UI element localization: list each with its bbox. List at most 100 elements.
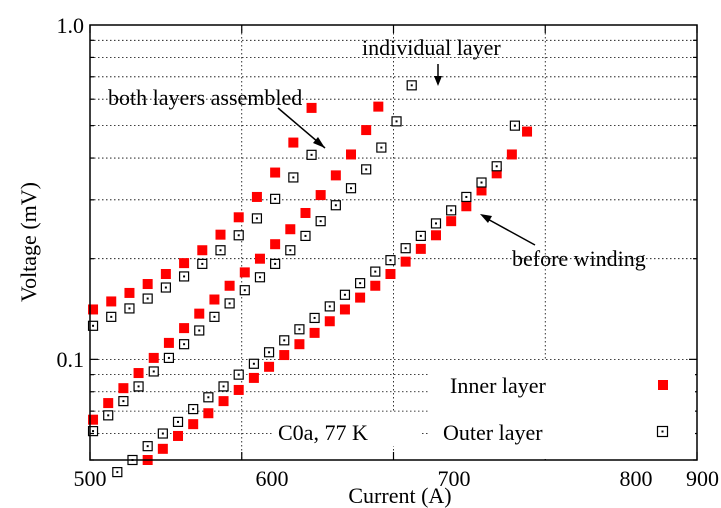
x-axis-title: Current (A) bbox=[348, 483, 451, 508]
data-point-inner bbox=[194, 308, 205, 319]
data-point-outer bbox=[133, 381, 144, 392]
data-point-inner bbox=[233, 212, 244, 223]
data-point-inner bbox=[224, 280, 235, 291]
data-point-outer bbox=[248, 358, 259, 369]
data-point-inner bbox=[124, 287, 135, 298]
data-point-outer bbox=[288, 172, 299, 183]
arrow-head bbox=[313, 137, 325, 148]
annotation-both-layers: both layers assembled bbox=[108, 85, 302, 110]
inset-label: C0a, 77 K bbox=[278, 420, 368, 445]
data-point-outer bbox=[491, 161, 502, 172]
data-point-outer bbox=[194, 325, 205, 336]
data-point-inner bbox=[179, 323, 190, 334]
data-point-outer bbox=[330, 200, 341, 211]
data-point-outer bbox=[239, 285, 250, 296]
data-point-inner bbox=[215, 229, 226, 240]
data-point-inner bbox=[118, 383, 129, 394]
data-point-outer bbox=[87, 320, 99, 331]
data-point-outer bbox=[203, 392, 214, 403]
data-point-outer bbox=[157, 428, 168, 439]
data-point-outer bbox=[270, 193, 281, 204]
inset-label-bg bbox=[272, 412, 422, 446]
x-tick-label: 600 bbox=[256, 466, 289, 491]
data-point-inner bbox=[355, 292, 366, 303]
arrow-head bbox=[480, 214, 492, 223]
data-point-inner bbox=[400, 256, 411, 267]
data-point-outer bbox=[197, 258, 208, 269]
data-point-inner bbox=[506, 149, 517, 160]
data-point-outer bbox=[324, 301, 335, 312]
data-point-outer bbox=[124, 303, 135, 314]
data-point-outer bbox=[309, 312, 320, 324]
data-point-inner bbox=[294, 339, 305, 350]
data-point-inner bbox=[209, 294, 220, 305]
data-point-outer bbox=[270, 258, 281, 269]
data-point-inner bbox=[315, 190, 326, 201]
data-point-inner bbox=[203, 408, 214, 419]
data-point-outer bbox=[188, 403, 199, 415]
data-point-outer bbox=[178, 271, 190, 282]
data-point-inner bbox=[415, 243, 426, 254]
data-point-inner bbox=[491, 168, 502, 179]
data-point-outer bbox=[370, 266, 381, 277]
data-point-outer bbox=[355, 278, 366, 289]
data-point-inner bbox=[254, 253, 265, 264]
data-point-inner bbox=[270, 167, 281, 178]
data-point-inner bbox=[324, 316, 335, 327]
data-point-inner bbox=[188, 419, 199, 430]
y-tick-label: 1.0 bbox=[57, 13, 85, 38]
data-point-outer bbox=[106, 311, 117, 322]
data-point-outer bbox=[385, 255, 396, 266]
data-point-outer bbox=[509, 120, 520, 131]
x-tick-label: 500 bbox=[74, 466, 107, 491]
data-point-outer bbox=[218, 381, 229, 392]
data-point-inner bbox=[173, 430, 184, 441]
data-point-outer bbox=[209, 311, 220, 322]
legend: Inner layer Outer layer bbox=[430, 360, 695, 459]
data-point-outer bbox=[224, 298, 235, 309]
data-point-inner bbox=[330, 170, 341, 181]
y-tick-label: 0.1 bbox=[57, 347, 85, 372]
data-point-outer bbox=[103, 410, 114, 421]
data-point-inner bbox=[251, 191, 262, 202]
data-point-inner bbox=[179, 258, 190, 269]
data-point-outer bbox=[251, 213, 263, 224]
data-point-inner bbox=[446, 216, 457, 227]
data-point-outer bbox=[476, 177, 487, 188]
data-point-inner bbox=[339, 304, 350, 315]
data-point-inner bbox=[218, 396, 229, 407]
legend-marker-inner bbox=[658, 380, 668, 390]
data-point-inner bbox=[163, 337, 174, 348]
data-point-outer bbox=[233, 369, 244, 380]
arrow-head bbox=[434, 76, 442, 86]
data-point-inner bbox=[361, 125, 372, 136]
data-point-outer bbox=[306, 149, 317, 160]
data-point-outer bbox=[142, 441, 153, 452]
data-point-outer bbox=[300, 230, 311, 242]
data-point-inner bbox=[157, 443, 168, 454]
data-point-outer bbox=[345, 183, 357, 194]
data-point-inner bbox=[370, 280, 381, 291]
data-point-inner bbox=[88, 414, 99, 425]
data-point-outer bbox=[315, 216, 326, 227]
data-point-inner bbox=[142, 279, 153, 290]
data-point-outer bbox=[263, 347, 275, 358]
annotation-before-winding: before winding bbox=[512, 246, 646, 271]
legend-entry-label: Outer layer bbox=[443, 420, 543, 445]
data-point-outer bbox=[233, 230, 244, 241]
data-point-outer bbox=[148, 366, 159, 377]
data-point-outer bbox=[160, 282, 171, 293]
x-tick-label: 700 bbox=[438, 466, 471, 491]
data-point-inner bbox=[239, 267, 250, 278]
data-point-inner bbox=[233, 384, 244, 395]
data-point-inner bbox=[373, 101, 384, 112]
data-point-inner bbox=[160, 269, 171, 279]
data-point-inner bbox=[309, 327, 320, 338]
legend-bg bbox=[430, 360, 695, 459]
data-point-outer bbox=[391, 116, 402, 127]
data-point-outer bbox=[118, 396, 129, 407]
data-point-outer bbox=[215, 245, 226, 256]
data-point-outer bbox=[285, 245, 296, 256]
data-point-outer bbox=[376, 142, 387, 153]
data-point-outer bbox=[279, 335, 290, 346]
